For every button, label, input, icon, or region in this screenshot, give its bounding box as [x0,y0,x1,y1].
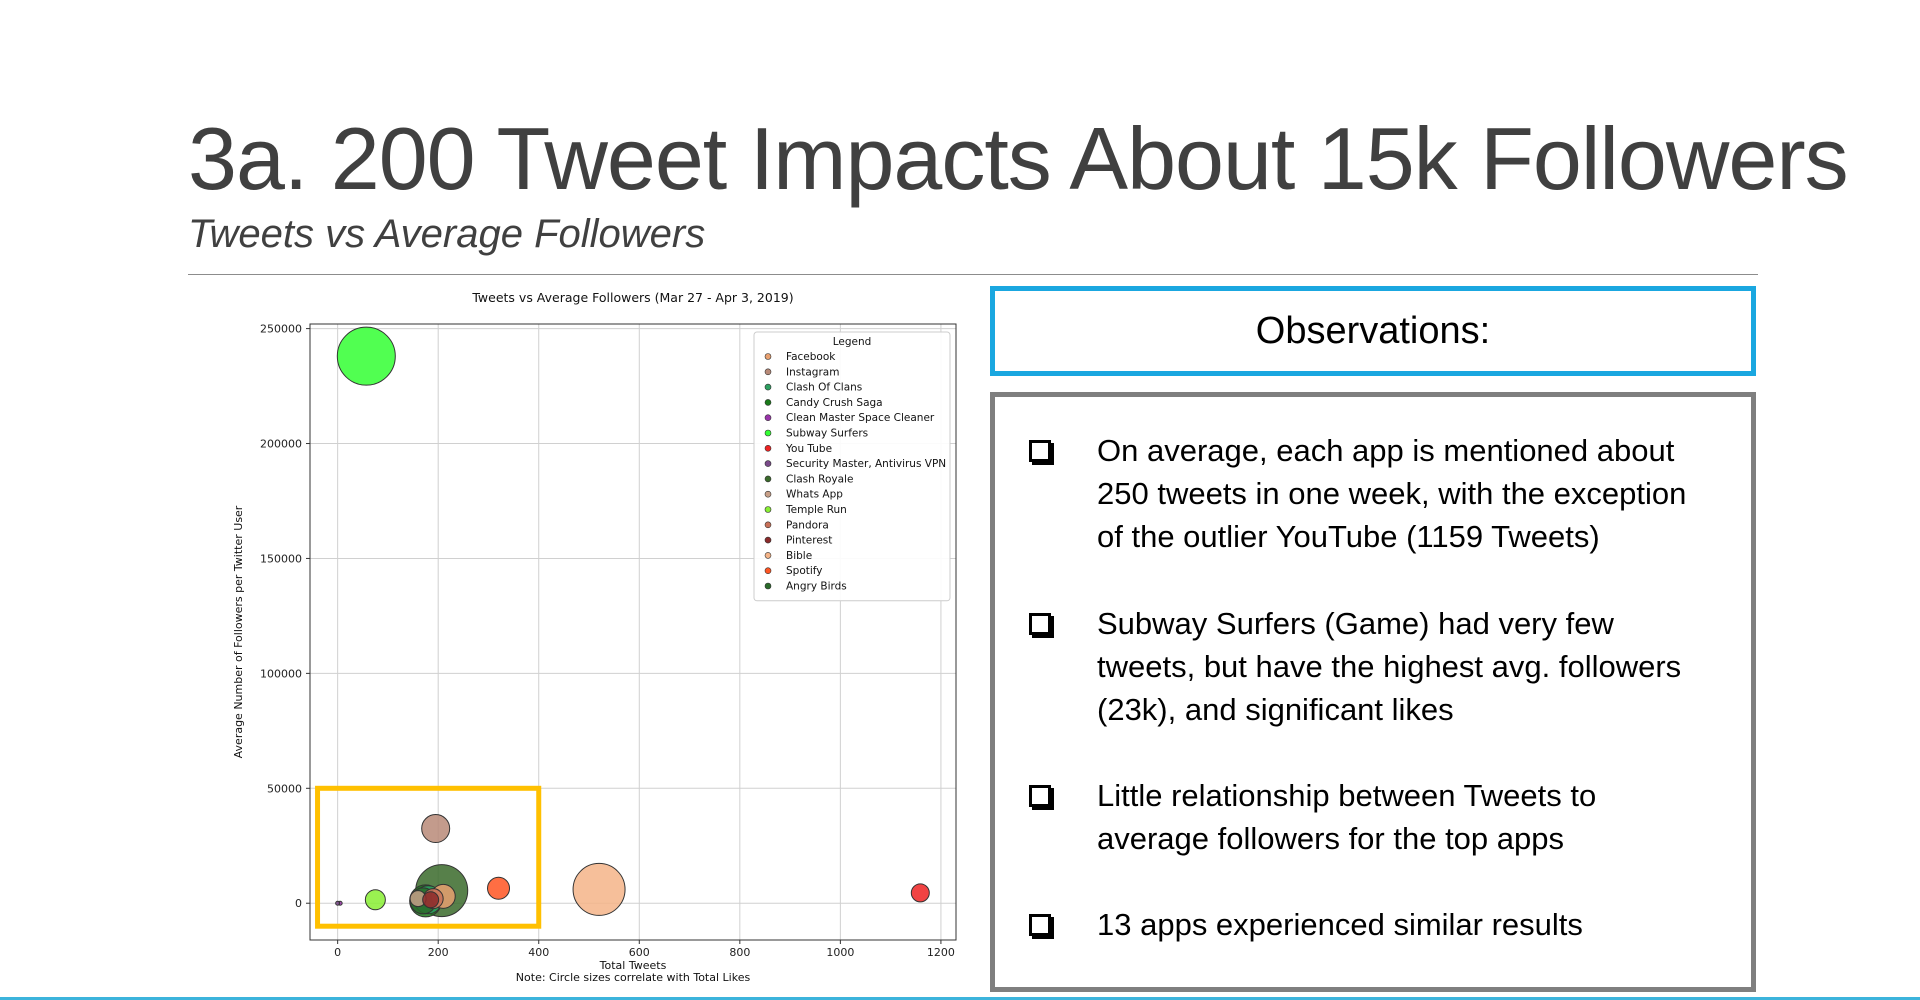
data-point-subway-surfers [336,326,396,386]
legend-marker [764,506,772,513]
legend-marker [764,383,772,391]
legend-marker [764,490,772,498]
legend-label: Spotify [786,565,823,577]
data-point-pinterest [422,891,440,909]
observation-text: Subway Surfers (Game) had very few tweet… [1097,606,1682,727]
legend-label: Temple Run [785,504,847,516]
legend-label: Clean Master Space Cleaner [786,412,935,424]
legend-marker [764,399,772,406]
legend-label: Instagram [786,366,839,378]
legend-label: Security Master, Antivirus VPN [786,458,946,470]
observation-text: 13 apps experienced similar results [1097,907,1583,942]
data-point-temple-run [364,889,386,911]
observation-item: On average, each app is mentioned about … [1029,429,1709,558]
slide-subtitle: Tweets vs Average Followers [188,212,706,256]
legend-label: Bible [786,550,812,562]
legend-label: You Tube [785,443,832,455]
legend-label: Pinterest [786,535,832,547]
legend-label: Clash Royale [786,473,853,485]
chart-title: Tweets vs Average Followers (Mar 27 - Ap… [471,290,793,305]
x-tick-label: 0 [334,946,341,959]
legend-marker [764,582,772,590]
x-tick-label: 200 [428,946,449,959]
checkbox-bullet-icon [1029,785,1051,807]
legend-marker [764,353,772,360]
scatter-chart: 0 200 400 600 800 1000 1200 0 50000 100000 150000 2… [232,290,957,984]
legend-label: Subway Surfers [786,428,868,440]
x-tick-label: 600 [629,946,650,959]
legend-marker [764,567,772,575]
y-tick-label: 0 [295,897,302,910]
legend-box [753,331,951,602]
legend-label: Facebook [786,351,836,363]
legend-marker [764,368,772,376]
data-point-security-master-antivirus-vpn [335,900,341,906]
y-tick-label: 50000 [267,782,302,795]
observation-item: Subway Surfers (Game) had very few tweet… [1029,602,1709,731]
legend-marker [764,475,772,483]
slide-title: 3a. 200 Tweet Impacts About 15k Follower… [188,109,1849,208]
observation-text: Little relationship between Tweets to av… [1097,778,1597,856]
x-tick-label: 400 [528,946,549,959]
y-tick-label: 150000 [260,552,302,565]
data-point-bible [572,862,626,916]
data-point-spotify [487,876,511,900]
legend-label: Whats App [786,489,843,501]
legend-label: Pandora [786,519,829,531]
legend-marker [764,429,772,437]
chart-note: Note: Circle sizes correlate with Total … [516,971,751,984]
x-axis-label: Total Tweets [599,959,667,972]
checkbox-bullet-icon [1029,914,1051,936]
observations-header-label: Observations: [1255,309,1491,352]
checkbox-bullet-icon [1029,440,1051,462]
data-point-instagram [421,814,451,844]
observations-panel: On average, each app is mentioned about … [990,392,1756,992]
x-tick-label: 1200 [927,946,955,959]
footer-rule [0,997,1920,1000]
observation-item: Little relationship between Tweets to av… [1029,774,1709,860]
legend-title: Legend [833,336,872,348]
y-tick-label: 250000 [260,323,302,336]
x-tick-label: 1000 [826,946,854,959]
plot-frame [309,323,957,941]
legend-label: Candy Crush Saga [786,397,883,409]
title-divider [188,274,1758,275]
checkbox-bullet-icon [1029,613,1051,635]
legend-label: Clash Of Clans [786,382,862,394]
legend-marker [764,414,772,421]
y-tick-label: 100000 [260,667,302,680]
observations-header: Observations: [990,286,1756,376]
legend-marker [764,460,772,467]
observation-item: 13 apps experienced similar results [1029,903,1709,946]
legend-marker [764,552,772,559]
x-tick-label: 800 [729,946,750,959]
observation-text: On average, each app is mentioned about … [1097,433,1687,554]
y-tick-label: 200000 [260,438,302,451]
legend-marker [764,536,772,544]
y-axis-label: Average Number of Followers per Twitter … [232,505,245,758]
legend-marker [764,445,772,452]
highlight-box [315,785,542,929]
data-point-you-tube [910,883,930,903]
legend-label: Angry Birds [786,581,847,593]
legend-marker [764,521,772,529]
